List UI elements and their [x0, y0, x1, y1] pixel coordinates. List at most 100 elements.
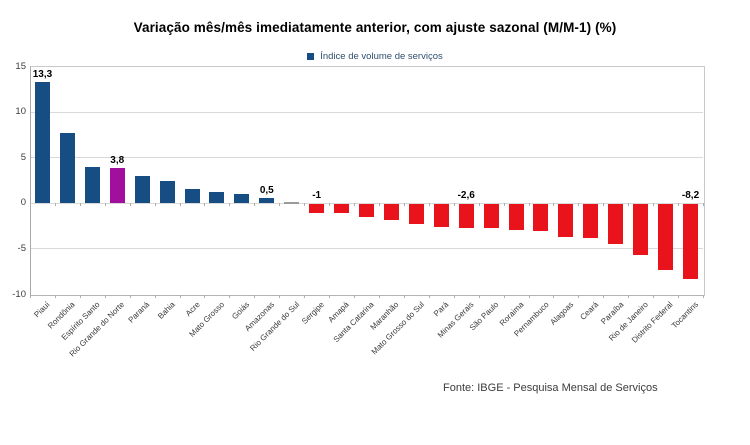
axis-tick: [503, 295, 505, 298]
x-tick-label-Alagoas: Alagoas: [548, 300, 576, 327]
axis-tick: [603, 295, 605, 298]
axis-tick: [254, 202, 256, 206]
axis-tick: [628, 295, 630, 298]
bar-Rio de Janeiro: [633, 203, 649, 255]
axis-tick: [653, 295, 655, 298]
axis-tick: [703, 295, 704, 298]
y-tick-label: 0: [20, 197, 26, 209]
axis-tick: [578, 295, 580, 298]
bar-Pernambuco: [533, 203, 549, 232]
bar-Ceará: [583, 203, 599, 238]
axis-tick: [378, 295, 380, 298]
source-note: Fonte: IBGE - Pesquisa Mensal de Serviço…: [443, 382, 658, 394]
axis-tick: [528, 295, 530, 298]
legend-swatch-icon: [307, 52, 315, 60]
axis-tick: [378, 202, 380, 206]
point-label-Minas Gerais: -2,6: [457, 189, 475, 201]
bar-Pará: [433, 203, 449, 227]
axis-tick: [279, 295, 281, 298]
axis-tick: [354, 295, 356, 298]
axis-tick: [478, 202, 480, 206]
bar-Acre: [184, 189, 200, 203]
axis-tick: [229, 202, 231, 206]
axis-tick: [503, 202, 505, 206]
legend: Índice de volume de serviços: [0, 49, 750, 63]
axis-tick: [603, 202, 605, 206]
y-tick-label: -10: [12, 288, 26, 300]
axis-tick: [478, 295, 480, 298]
x-tick-label-Acre: Acre: [183, 300, 202, 318]
axis-tick: [354, 202, 356, 206]
bar-Rio Grande do Sul: [284, 202, 300, 204]
gridline-y-5: [31, 157, 703, 159]
legend-label: Índice de volume de serviços: [320, 50, 443, 62]
bar-Distrito Federal: [658, 203, 674, 271]
bar-São Paulo: [483, 203, 499, 229]
bar-Paraná: [134, 176, 150, 203]
bar-Rondônia: [59, 133, 75, 203]
axis-tick: [304, 202, 306, 206]
x-tick-label-Piauí: Piauí: [32, 300, 52, 320]
point-label-Rio Grande do Norte: 3,8: [110, 155, 125, 167]
bar-Paraíba: [608, 203, 624, 244]
bar-Minas Gerais: [458, 203, 474, 228]
x-tick-label-Pará: Pará: [432, 300, 451, 319]
point-label-Sergipe: -1: [312, 189, 322, 201]
bar-Mato Grosso: [209, 191, 225, 203]
bar-Espírito Santo: [84, 167, 100, 203]
x-tick-label-Rio Grande do Sul: Rio Grande do Sul: [248, 300, 302, 353]
axis-tick: [79, 202, 81, 206]
axis-tick: [279, 202, 281, 206]
bar-Alagoas: [558, 203, 574, 237]
axis-tick: [30, 202, 31, 206]
x-tick-label-Tocantins: Tocantins: [669, 300, 700, 331]
y-tick-label: 10: [15, 106, 26, 118]
axis-tick: [179, 295, 181, 298]
axis-tick: [628, 202, 630, 206]
axis-tick: [329, 202, 331, 206]
axis-tick: [553, 202, 555, 206]
bar-Sergipe: [309, 203, 325, 213]
axis-tick: [428, 202, 430, 206]
bar-Maranhão: [383, 203, 399, 221]
axis-tick: [703, 202, 704, 206]
axis-tick: [154, 295, 156, 298]
point-label-Amazonas: 0,5: [259, 185, 274, 197]
bar-Amazonas: [259, 198, 275, 203]
axis-tick: [678, 202, 680, 206]
gridline-y-0: [31, 202, 703, 204]
axis-tick: [54, 202, 56, 206]
axis-tick: [79, 295, 81, 298]
gridline-y-10: [31, 111, 703, 113]
x-tick-label-Paraná: Paraná: [126, 300, 152, 325]
x-tick-label-Ceará: Ceará: [578, 300, 601, 322]
axis-tick: [304, 295, 306, 298]
point-label-Piauí: 13,3: [32, 68, 53, 80]
chart-title: Variação mês/mês imediatamente anterior,…: [133, 20, 617, 35]
y-tick-label: 5: [20, 151, 26, 163]
axis-tick: [129, 202, 131, 206]
axis-tick: [403, 295, 405, 298]
point-label-Tocantins: -8,2: [681, 189, 700, 201]
x-tick-label-Goiás: Goiás: [230, 300, 252, 322]
axis-tick: [428, 295, 430, 298]
bar-Mato Grosso do Sul: [408, 203, 424, 224]
axis-tick: [553, 295, 555, 298]
axis-tick: [578, 202, 580, 206]
axis-tick: [329, 295, 331, 298]
axis-tick: [653, 202, 655, 206]
bar-Bahia: [159, 180, 175, 203]
axis-tick: [403, 202, 405, 206]
gridline-y--5: [31, 248, 703, 250]
x-tick-label-Bahia: Bahia: [155, 300, 177, 321]
axis-tick: [204, 202, 206, 206]
y-tick-label: 15: [15, 60, 26, 72]
axis-tick: [453, 295, 455, 298]
axis-tick: [179, 202, 181, 206]
axis-tick: [528, 202, 530, 206]
x-tick-label-Sergipe: Sergipe: [300, 300, 327, 326]
bar-Rio Grande do Norte: [109, 168, 125, 203]
bar-Piauí: [34, 81, 50, 203]
axis-tick: [30, 295, 31, 298]
axis-tick: [129, 295, 131, 298]
